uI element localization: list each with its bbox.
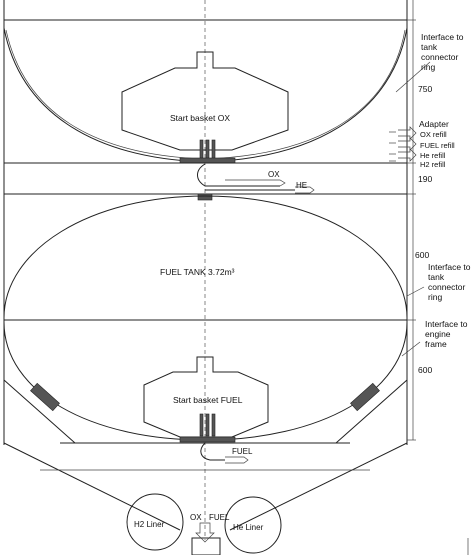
bottom-flow-arrow bbox=[195, 522, 215, 543]
ox-feed-line bbox=[197, 163, 280, 187]
fuel-pipe bbox=[199, 413, 204, 437]
ox-outlet-flange bbox=[179, 157, 236, 164]
ox-refill-arrow bbox=[398, 126, 417, 140]
leader-interface-mid bbox=[406, 286, 425, 297]
fuel-feed-line bbox=[200, 442, 225, 461]
label-flow-he: HE bbox=[296, 181, 307, 190]
dimension-750: 750 bbox=[418, 84, 432, 94]
label-adapter: Adapter bbox=[419, 119, 449, 129]
label-bottom-ox: OX bbox=[190, 513, 202, 522]
label-h2-refill: H2 refill bbox=[420, 160, 446, 169]
dimension-600-lower: 600 bbox=[418, 365, 432, 375]
label-fuel-tank: FUEL TANK 3.72m³ bbox=[160, 267, 235, 277]
fuel-tank-upper-dome bbox=[3, 195, 408, 319]
label-flow-ox: OX bbox=[268, 170, 280, 179]
ox-tank-lower-dome bbox=[3, 27, 408, 163]
label-start-basket-fuel: Start basket FUEL bbox=[173, 395, 243, 405]
dimension-190: 190 bbox=[418, 174, 432, 184]
left-strut bbox=[3, 379, 76, 444]
refill-arrows bbox=[389, 126, 417, 162]
label-fuel-refill: FUEL refill bbox=[420, 141, 455, 150]
ox-tank-lower-dome-inner bbox=[5, 29, 406, 160]
fuel-tank-top-fitting bbox=[197, 193, 213, 201]
he-liner-sphere bbox=[224, 496, 282, 554]
cone-left bbox=[3, 442, 181, 531]
label-flow-fuel: FUEL bbox=[232, 447, 253, 456]
h2-liner-sphere bbox=[126, 493, 184, 551]
right-strut bbox=[335, 379, 408, 444]
he-refill-arrow bbox=[398, 148, 417, 162]
fuel-pipe bbox=[205, 413, 210, 437]
fuel-tank-lower-dome bbox=[3, 321, 408, 441]
label-bottom-fuel: FUEL bbox=[209, 513, 230, 522]
ox-flow-arrow bbox=[225, 179, 286, 187]
leader-interface-upper bbox=[395, 61, 431, 93]
leader-engine-frame bbox=[401, 341, 421, 357]
right-strut-damper bbox=[350, 382, 380, 412]
label-interface-engine-frame: Interface to engine frame bbox=[425, 319, 470, 349]
start-basket-ox bbox=[121, 51, 289, 151]
fuel-refill-arrow bbox=[398, 137, 417, 151]
label-ox-refill: OX refill bbox=[420, 130, 447, 139]
label-h2-liner: H2 Liner bbox=[134, 520, 165, 529]
fuel-pipe bbox=[211, 413, 216, 437]
label-interface-upper: Interface to tank connector ring bbox=[421, 32, 466, 72]
label-interface-mid: Interface to tank connector ring bbox=[428, 262, 473, 302]
cone-right bbox=[229, 442, 408, 531]
fuel-flow-arrow bbox=[225, 456, 249, 464]
label-start-basket-ox: Start basket OX bbox=[170, 113, 230, 123]
label-he-liner: He Liner bbox=[233, 523, 264, 532]
he-flow-arrow bbox=[295, 186, 315, 194]
fuel-outlet-flange bbox=[179, 436, 236, 443]
label-he-refill: He refill bbox=[420, 151, 446, 160]
left-strut-damper bbox=[30, 382, 60, 412]
dimension-600-upper: 600 bbox=[415, 250, 429, 260]
